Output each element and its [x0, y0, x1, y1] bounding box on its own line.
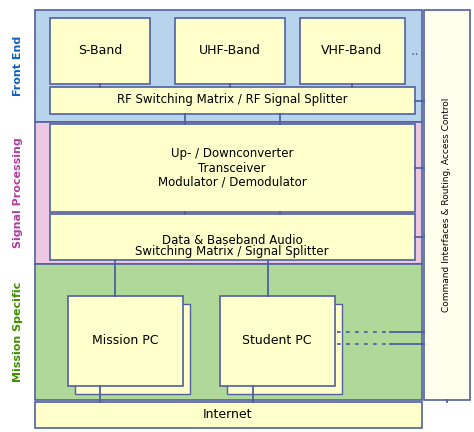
- Bar: [50, 18, 150, 84]
- Bar: [50, 124, 415, 212]
- Text: ..: ..: [410, 44, 419, 58]
- Bar: [50, 214, 415, 260]
- Text: Student PC: Student PC: [242, 334, 312, 347]
- Text: Switching Matrix / Signal Splitter: Switching Matrix / Signal Splitter: [135, 245, 329, 258]
- Bar: [35, 264, 422, 400]
- Bar: [424, 10, 470, 400]
- Text: Mission PC: Mission PC: [92, 334, 158, 347]
- Bar: [175, 18, 285, 84]
- Text: Mission Specific: Mission Specific: [13, 282, 23, 382]
- Text: Transceiver: Transceiver: [198, 162, 266, 175]
- Text: Signal Processing: Signal Processing: [13, 138, 23, 248]
- Text: Up- / Downconverter: Up- / Downconverter: [171, 147, 293, 161]
- Bar: [220, 296, 335, 386]
- Text: UHF-Band: UHF-Band: [199, 44, 261, 57]
- Bar: [35, 10, 422, 122]
- Bar: [300, 18, 405, 84]
- Bar: [35, 122, 422, 264]
- Text: RF Switching Matrix / RF Signal Splitter: RF Switching Matrix / RF Signal Splitter: [117, 93, 347, 107]
- Text: Modulator / Demodulator: Modulator / Demodulator: [158, 175, 306, 188]
- Text: S-Band: S-Band: [78, 44, 122, 57]
- Text: Front End: Front End: [13, 36, 23, 96]
- Text: Internet: Internet: [203, 409, 253, 422]
- Text: Data & Baseband Audio: Data & Baseband Audio: [162, 234, 302, 247]
- Text: VHF-Band: VHF-Band: [321, 44, 383, 57]
- Bar: [35, 402, 422, 428]
- Bar: [227, 304, 342, 394]
- Bar: [75, 304, 190, 394]
- Bar: [50, 87, 415, 114]
- Text: Command Interfaces & Routing, Access Control: Command Interfaces & Routing, Access Con…: [443, 98, 452, 312]
- Bar: [68, 296, 183, 386]
